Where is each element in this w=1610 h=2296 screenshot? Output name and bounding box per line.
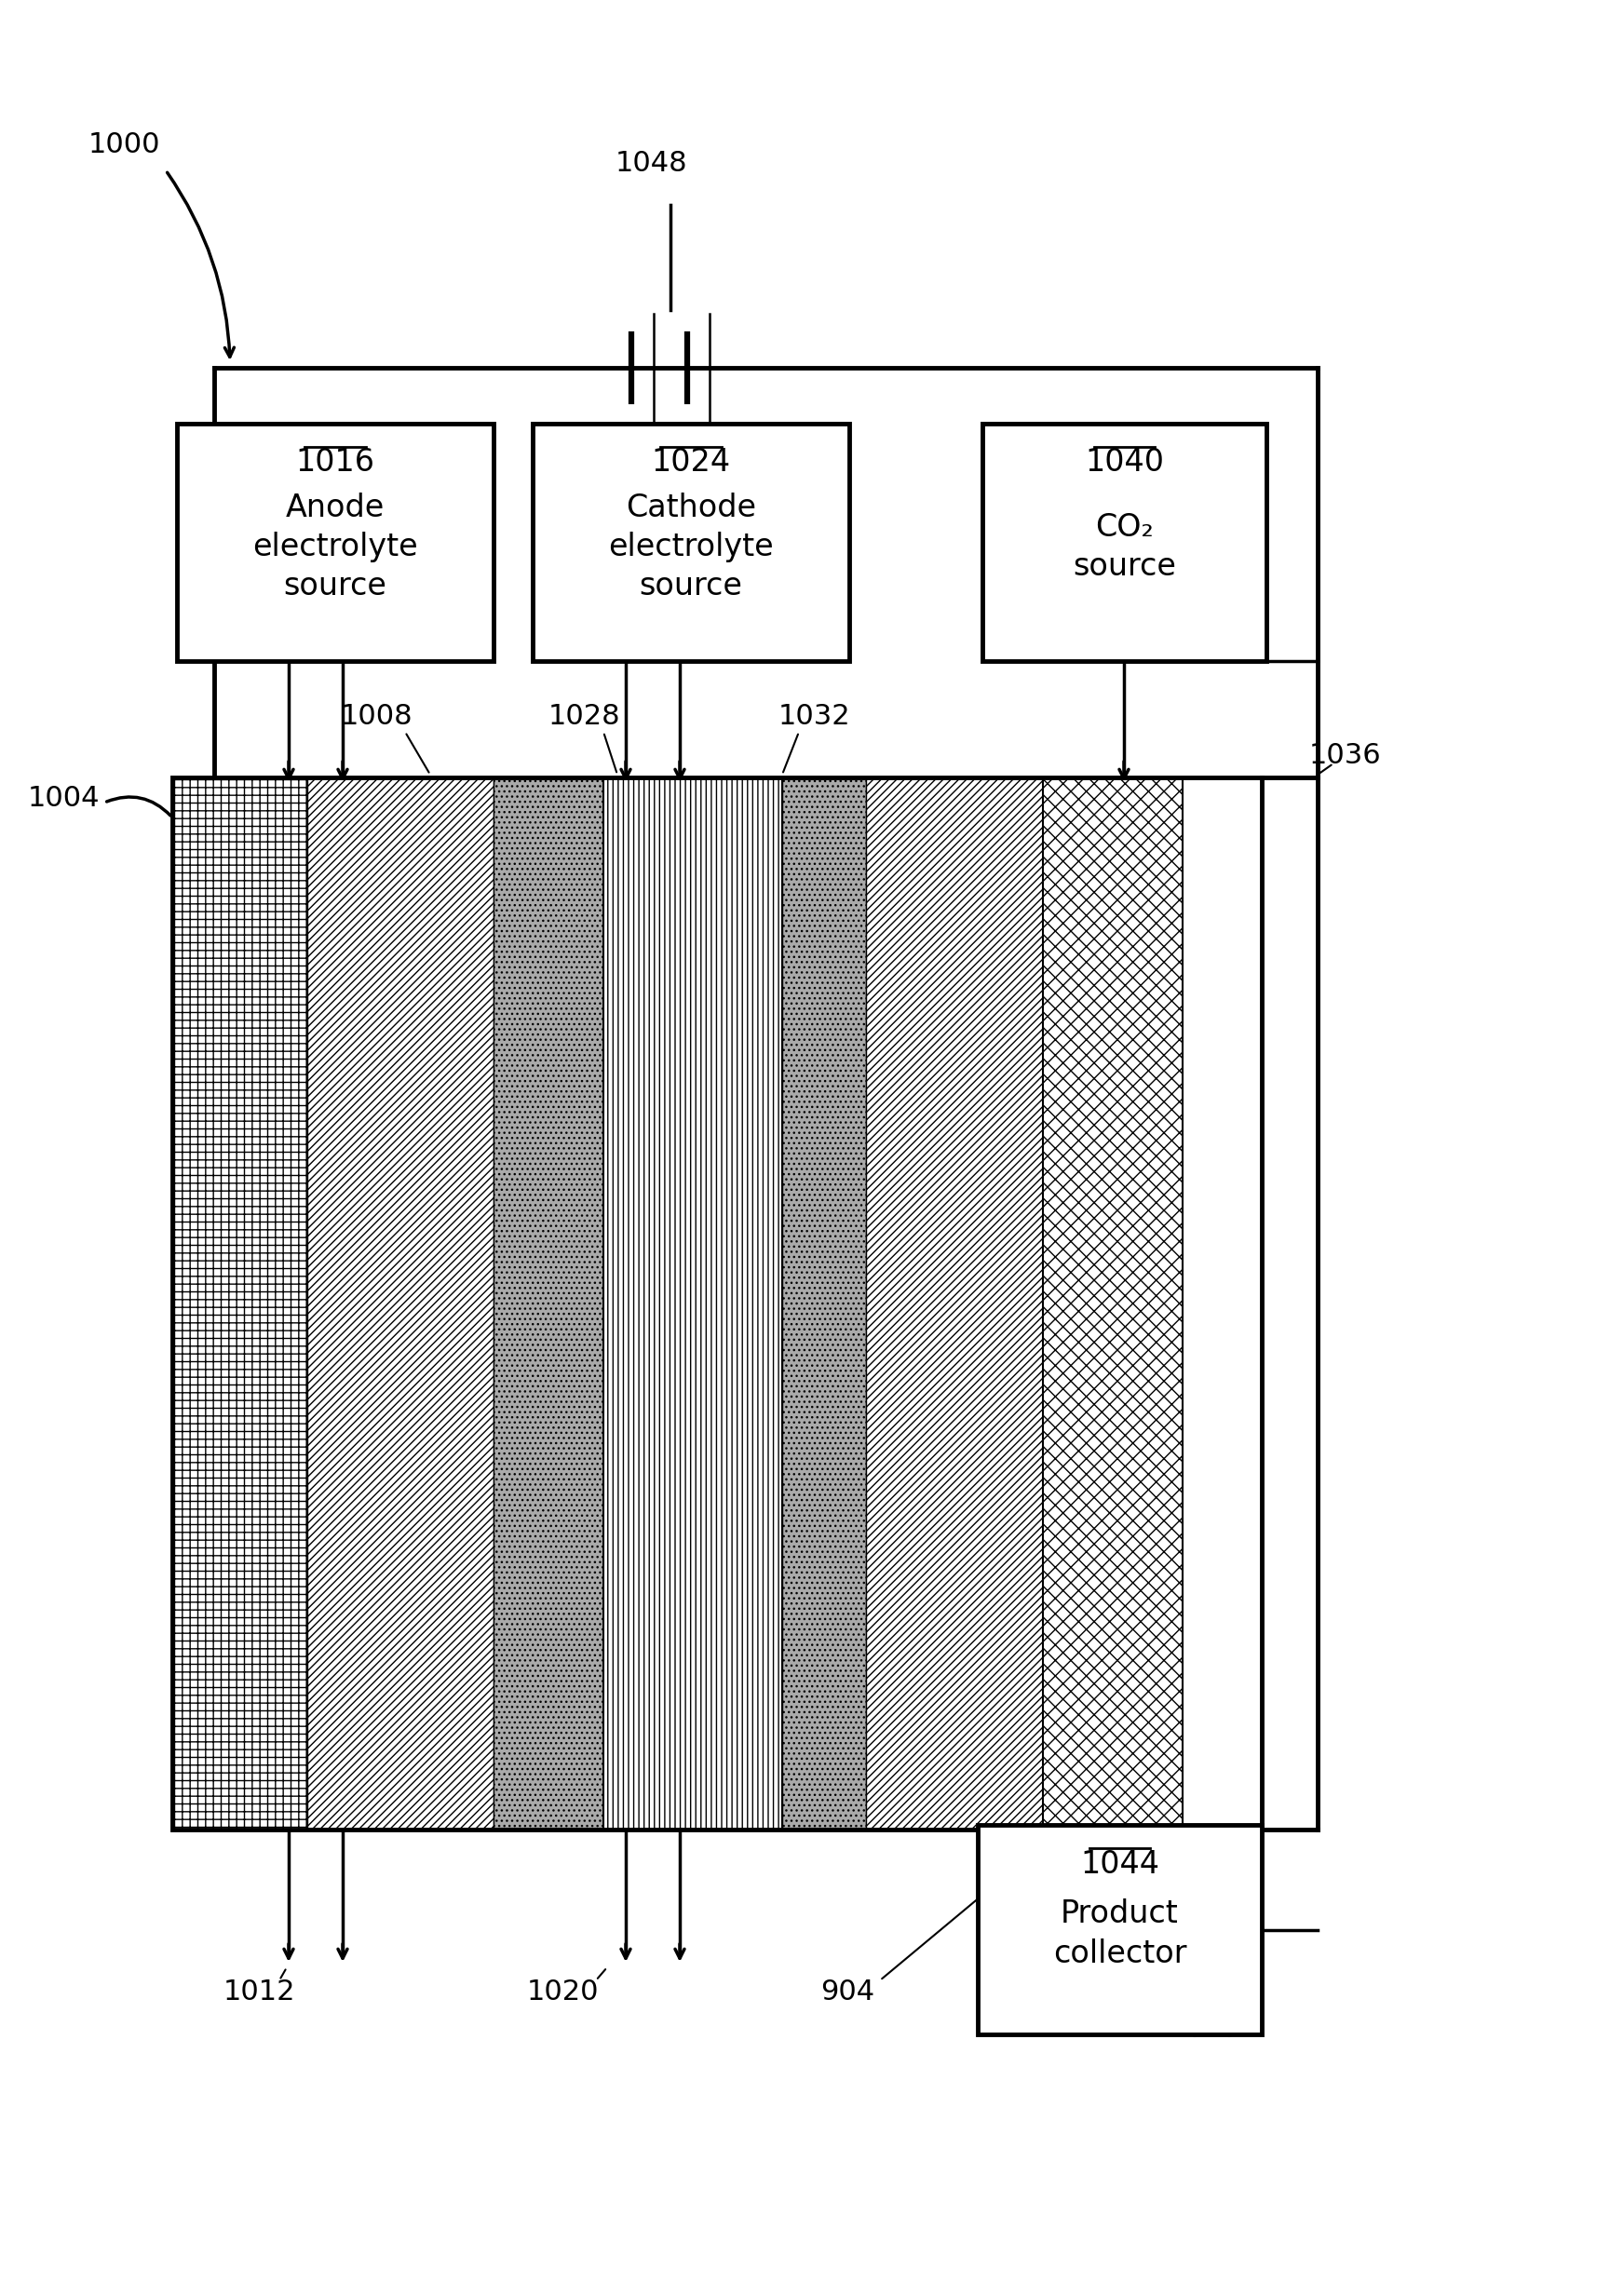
Bar: [172, 778, 1262, 1830]
Text: 1032: 1032: [779, 703, 852, 730]
Bar: [172, 778, 308, 1830]
Bar: [604, 778, 782, 1830]
Bar: [782, 778, 866, 1830]
Bar: [1043, 778, 1183, 1830]
Bar: [308, 778, 494, 1830]
Text: CO₂
source: CO₂ source: [1072, 512, 1175, 583]
Text: 1048: 1048: [615, 149, 687, 177]
Text: 1044: 1044: [1080, 1848, 1159, 1880]
Bar: [977, 1825, 1262, 2034]
Bar: [533, 425, 848, 661]
Text: 1040: 1040: [1085, 448, 1164, 478]
Text: Anode
electrolyte
source: Anode electrolyte source: [253, 494, 419, 602]
Bar: [494, 778, 604, 1830]
Text: 1000: 1000: [89, 131, 161, 158]
Bar: [982, 425, 1267, 661]
Text: 1004: 1004: [27, 785, 100, 813]
Text: 1012: 1012: [222, 1979, 295, 2007]
Text: Cathode
electrolyte
source: Cathode electrolyte source: [609, 494, 774, 602]
Bar: [866, 778, 1043, 1830]
Text: Product
collector: Product collector: [1053, 1899, 1187, 1968]
Text: 1036: 1036: [1309, 742, 1381, 769]
Text: 904: 904: [821, 1979, 874, 2007]
Text: 1028: 1028: [549, 703, 621, 730]
Text: 1008: 1008: [341, 703, 414, 730]
Bar: [177, 425, 494, 661]
Text: 1016: 1016: [296, 448, 375, 478]
Text: 1020: 1020: [526, 1979, 599, 2007]
Text: 1024: 1024: [652, 448, 731, 478]
